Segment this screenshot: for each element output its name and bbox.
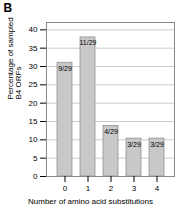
svg-text:0: 0 <box>33 172 38 181</box>
svg-text:35: 35 <box>29 44 38 53</box>
svg-text:20: 20 <box>29 99 38 108</box>
svg-text:40: 40 <box>29 25 38 34</box>
svg-text:5: 5 <box>33 154 38 163</box>
svg-text:11/29: 11/29 <box>80 39 97 46</box>
svg-text:1: 1 <box>86 184 91 193</box>
svg-text:Percentage of sampledB4 ORFs: Percentage of sampledB4 ORFs <box>6 17 23 99</box>
svg-text:3/29: 3/29 <box>150 141 164 148</box>
svg-text:9/29: 9/29 <box>58 65 72 72</box>
svg-text:15: 15 <box>29 117 38 126</box>
svg-text:Number of amino acid substitut: Number of amino acid substitutions <box>28 197 153 206</box>
svg-text:4: 4 <box>155 184 160 193</box>
svg-text:0: 0 <box>63 184 68 193</box>
svg-text:25: 25 <box>29 80 38 89</box>
svg-text:2: 2 <box>109 184 114 193</box>
svg-text:4/29: 4/29 <box>104 128 118 135</box>
svg-text:30: 30 <box>29 62 38 71</box>
svg-text:10: 10 <box>29 135 38 144</box>
svg-text:3: 3 <box>132 184 137 193</box>
svg-text:3/29: 3/29 <box>127 141 141 148</box>
svg-text:B: B <box>4 1 13 15</box>
